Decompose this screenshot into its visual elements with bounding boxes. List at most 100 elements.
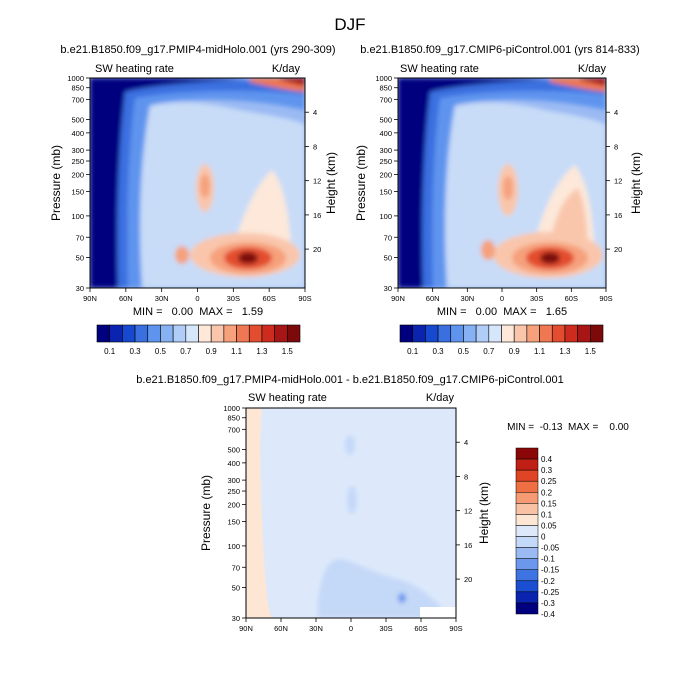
- colorbar-swatch: [96, 324, 110, 343]
- panel-midholo: b.e21.B1850.f09_g17.PMIP4-midHolo.001 (y…: [49, 44, 338, 356]
- colorbar-swatch: [223, 324, 237, 343]
- y-tick-label: 1000: [67, 74, 84, 83]
- colorbar-swatch: [515, 591, 539, 604]
- colorbar-swatch: [147, 324, 161, 343]
- x-tick-label: 0: [195, 294, 199, 303]
- y2-tick-label: 12: [464, 507, 472, 516]
- y-tick-label: 500: [71, 116, 84, 125]
- colorbar-swatch: [526, 324, 540, 343]
- colorbar-label: 1.5: [282, 347, 294, 356]
- x-tick-label: 30N: [309, 624, 323, 633]
- contour-strat-red: [580, 78, 606, 86]
- colorbar-swatch: [109, 324, 123, 343]
- contour-blue-band: [112, 80, 305, 288]
- colorbar-swatch: [412, 324, 426, 343]
- colorbar-swatch: [590, 324, 604, 343]
- colorbar-label: 1.1: [231, 347, 243, 356]
- colorbar-swatch: [437, 324, 452, 343]
- left-label: SW heating rate: [400, 63, 479, 75]
- left-label: SW heating rate: [248, 392, 327, 404]
- contour-negative-mid: [347, 486, 357, 514]
- colorbar-label: 0.9: [206, 347, 218, 356]
- colorbar-label: 0.1: [407, 347, 419, 356]
- colorbar-label: -0.25: [541, 588, 560, 597]
- y-tick-label: 250: [227, 487, 240, 496]
- colorbar-swatch: [513, 324, 528, 343]
- y-tick-label: 300: [379, 146, 392, 155]
- y-tick-label: 70: [76, 233, 84, 242]
- colorbar-swatch: [274, 324, 288, 343]
- colorbar-swatch: [185, 324, 199, 343]
- colorbar-label: -0.4: [541, 610, 555, 619]
- panel-difference: b.e21.B1850.f09_g17.PMIP4-midHolo.001 - …: [136, 374, 629, 633]
- y-tick-label: 200: [227, 500, 240, 509]
- colorbar-swatch: [515, 525, 539, 537]
- colorbar-swatch: [539, 324, 553, 343]
- x-tick-label: 60S: [565, 294, 578, 303]
- colorbar-swatch: [501, 324, 515, 343]
- colorbar-swatch: [425, 324, 439, 343]
- min-max-stats: MIN = 0.00 MAX = 1.59: [133, 306, 263, 318]
- x-tick-label: 60S: [414, 624, 427, 633]
- colorbar-swatch: [515, 547, 539, 559]
- y-tick-label: 150: [71, 188, 84, 197]
- y-tick-label: 30: [232, 614, 240, 623]
- contour-deep-blue: [398, 78, 555, 288]
- colorbar-label: 1.5: [585, 347, 597, 356]
- colorbar-swatch: [515, 602, 539, 615]
- colorbar-swatch: [134, 324, 149, 343]
- colorbar-swatch: [515, 503, 539, 515]
- y2-tick-label: 16: [614, 211, 622, 220]
- y2-axis-label: Height (km): [477, 482, 491, 544]
- y2-tick-label: 8: [464, 472, 468, 481]
- colorbar-label: 0.7: [483, 347, 495, 356]
- y2-tick-label: 4: [614, 108, 618, 117]
- colorbar-label: 0.3: [130, 347, 142, 356]
- y-axis-label: Pressure (mb): [49, 145, 63, 221]
- colorbar-swatch: [248, 324, 263, 343]
- y-axis-label: Pressure (mb): [354, 145, 368, 221]
- y-axis-label: Pressure (mb): [199, 475, 213, 551]
- y2-tick-label: 8: [313, 142, 317, 151]
- y-tick-label: 30: [76, 284, 84, 293]
- y2-axis: 20 16 12 8 4: [305, 108, 321, 254]
- contour-tropical-core: [503, 176, 513, 200]
- y2-tick-label: 20: [614, 245, 622, 254]
- colorbar-swatch: [463, 324, 477, 343]
- colorbar-label: 0.05: [541, 521, 557, 530]
- colorbar-label: 1.3: [256, 347, 268, 356]
- colorbar-label: 0.5: [458, 347, 470, 356]
- y-tick-label: 700: [379, 95, 392, 104]
- contour-positive-strip: [246, 408, 272, 618]
- x-tick-label: 60N: [426, 294, 440, 303]
- colorbar-swatch: [172, 324, 187, 343]
- colorbar-label: -0.3: [541, 599, 555, 608]
- y-tick-label: 250: [71, 157, 84, 166]
- colorbar-label: 0: [541, 533, 546, 542]
- y2-axis-label: Height (km): [324, 152, 338, 214]
- colorbar-swatch: [236, 324, 250, 343]
- y-tick-label: 1000: [375, 74, 392, 83]
- y-tick-label: 300: [227, 476, 240, 485]
- colorbar-swatch: [198, 324, 212, 343]
- colorbar-swatch: [551, 324, 566, 343]
- colorbar-swatch: [515, 536, 539, 548]
- panel-title: b.e21.B1850.f09_g17.PMIP4-midHolo.001 (y…: [60, 44, 335, 56]
- colorbar-label: 0.3: [541, 466, 553, 475]
- contour-negative-low: [324, 568, 336, 612]
- colorbar-swatch: [160, 324, 174, 343]
- x-tick-label: 90S: [599, 294, 612, 303]
- x-tick-label: 90S: [298, 294, 311, 303]
- y2-tick-label: 4: [464, 438, 468, 447]
- y-tick-label: 100: [71, 212, 84, 221]
- y2-tick-label: 12: [313, 177, 321, 186]
- x-tick-label: 90S: [449, 624, 462, 633]
- x-axis: 90N 60N 30N 0 30S 60S 90S: [239, 618, 463, 633]
- colorbar-label: 0.3: [433, 347, 445, 356]
- y2-tick-label: 20: [313, 245, 321, 254]
- colorbar-swatch: [515, 447, 539, 460]
- y-tick-label: 50: [384, 253, 392, 262]
- colorbar: 0.4 0.3 0.25 0.2 0.15 0.1 0.05 0 -0.05 -0.1 -0.15 -…: [515, 447, 560, 619]
- y-tick-label: 700: [227, 425, 240, 434]
